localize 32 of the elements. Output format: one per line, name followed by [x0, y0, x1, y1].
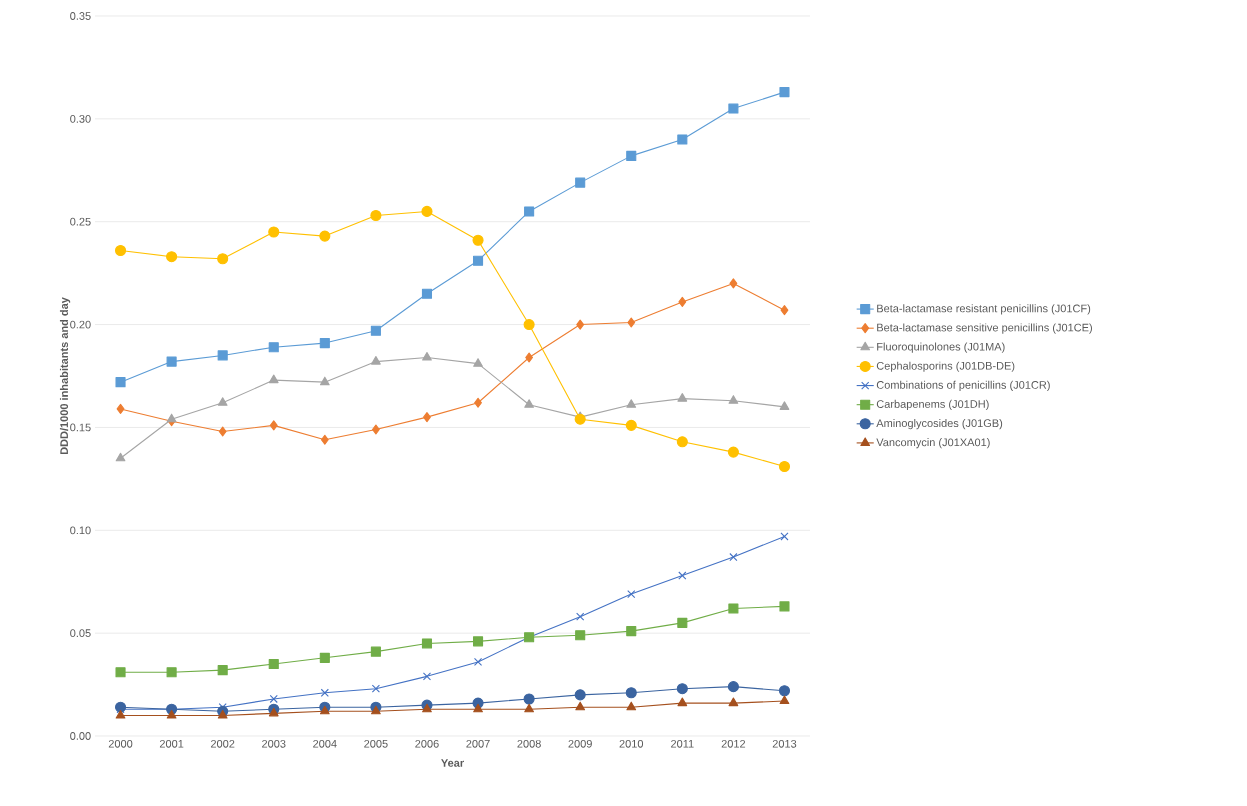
- y-tick-label: 0.35: [70, 12, 91, 20]
- legend-label: Carbapenems (J01DH): [876, 399, 989, 411]
- x-tick-label: 2013: [772, 739, 797, 748]
- x-tick-label: 2011: [671, 739, 694, 748]
- x-tick-label: 2004: [313, 739, 337, 748]
- x-tick-label: 2006: [415, 739, 439, 748]
- x-tick-label: 2009: [568, 739, 592, 748]
- x-tick-label: 2008: [517, 739, 541, 748]
- x-tick-label: 2007: [466, 739, 490, 748]
- legend-label: Beta-lactamase sensitive penicillins (J01CE): [877, 323, 1092, 334]
- x-tick-label: 2005: [364, 739, 388, 748]
- legend-label: Beta-lactamase resistant penicillins (J01CF): [877, 304, 1091, 315]
- x-tick-label: 2000: [108, 739, 133, 748]
- y-tick-label: 0.20: [70, 320, 91, 329]
- x-tick-label: 2010: [619, 739, 644, 748]
- legend-label: Vancomycin (J01XA01): [876, 438, 990, 449]
- legend-label: Fluoroquinolones (J01MA): [877, 342, 1005, 353]
- x-tick-label: 2003: [262, 739, 286, 748]
- y-tick-label: 0.30: [70, 114, 91, 123]
- y-tick-label: 0.25: [70, 217, 91, 226]
- y-axis-title: DDD/1000 inhabitants and day: [59, 297, 71, 455]
- x-tick-label: 2012: [721, 739, 746, 748]
- y-tick-label: 0.00: [70, 732, 91, 740]
- x-tick-label: 2001: [159, 739, 184, 748]
- y-tick-label: 0.10: [70, 526, 91, 535]
- legend-label: Combinations of penicillins (J01CR): [876, 380, 1050, 391]
- y-tick-label: 0.05: [70, 629, 91, 638]
- x-axis-title: Year: [441, 759, 464, 767]
- x-tick-label: 2002: [211, 739, 235, 748]
- legend-label: Aminoglycosides (J01GB): [876, 418, 1003, 430]
- legend-label: Cephalosporins (J01DB-DE): [876, 361, 1015, 372]
- y-tick-label: 0.15: [70, 423, 91, 432]
